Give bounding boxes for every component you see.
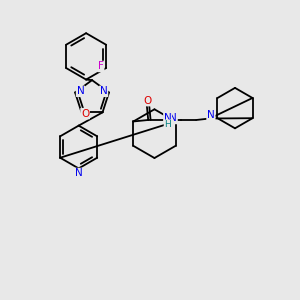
Text: N: N: [100, 86, 107, 96]
Text: O: O: [144, 96, 152, 106]
Text: N: N: [169, 113, 177, 124]
Text: F: F: [98, 61, 104, 71]
Text: N: N: [76, 86, 84, 96]
Text: N: N: [164, 113, 171, 123]
Text: N: N: [75, 169, 83, 178]
Text: O: O: [81, 109, 89, 118]
Text: N: N: [207, 110, 215, 120]
Text: H: H: [164, 120, 171, 129]
